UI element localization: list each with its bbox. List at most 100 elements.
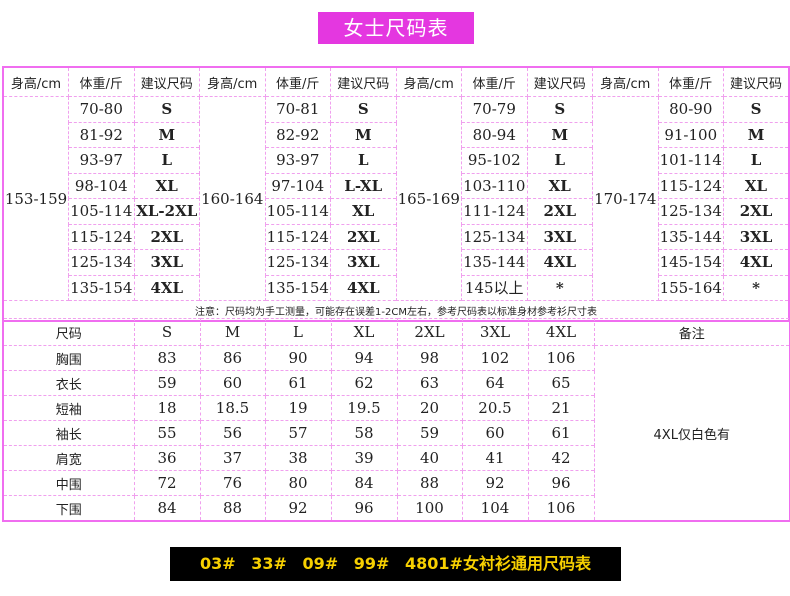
- table-row: 93-97 L 93-97 L 95-102 L 101-114 L: [3, 147, 790, 174]
- measure-label: 下围: [2, 495, 135, 522]
- weight-cell: 93-97: [68, 147, 135, 174]
- measure-value: 18.5: [199, 395, 266, 421]
- weight-cell: 80-90: [657, 96, 724, 123]
- measure-value: 92: [264, 495, 332, 522]
- table-row: 105-114 XL-2XL 105-114 XL 111-124 2XL 125-134 2…: [3, 198, 790, 225]
- table-row: 肩宽 36 37 38 39 40 41 42: [2, 445, 790, 471]
- measure-value: 80: [264, 470, 332, 496]
- column-header: 建议尺码: [330, 66, 397, 97]
- size-cell: 2XL: [330, 223, 397, 250]
- weight-cell: 111-124: [461, 198, 528, 225]
- measure-value: 104: [461, 495, 529, 522]
- size-cell: *: [526, 274, 593, 301]
- measure-value: 60: [461, 420, 529, 446]
- weight-cell: 103-110: [461, 172, 528, 199]
- weight-cell: 125-134: [461, 223, 528, 250]
- weight-cell: 70-79: [461, 96, 528, 123]
- height-cell: 160-164: [199, 96, 266, 301]
- measure-value: 86: [199, 345, 266, 371]
- measure-value: 59: [396, 420, 463, 446]
- weight-cell: 70-80: [68, 96, 135, 123]
- header-row: 尺码 S M L XL 2XL 3XL 4XL 备注: [2, 318, 790, 346]
- measure-value: 42: [527, 445, 595, 471]
- weight-cell: 135-154: [264, 274, 331, 301]
- table-row: 153-159 70-80 S 160-164 70-81 S 165-169 70-79 S 1…: [2, 96, 790, 301]
- measure-value: 20.5: [461, 395, 529, 421]
- measure-value: 21: [527, 395, 595, 421]
- column-header: L: [264, 318, 332, 346]
- column-header: XL: [330, 318, 398, 346]
- column-header: 体重/斤: [68, 66, 135, 97]
- measure-value: 96: [330, 495, 398, 522]
- size-cell: 3XL: [133, 249, 200, 276]
- weight-cell: 81-92: [68, 121, 135, 148]
- size-cell: M: [723, 121, 790, 148]
- table-row: 125-134 3XL 125-134 3XL 135-144 4XL 145-154 4XL: [3, 249, 790, 276]
- footer-banner: 03# 33# 09# 99# 4801#女衬衫通用尺码表: [170, 547, 621, 581]
- weight-cell: 105-114: [264, 198, 331, 225]
- table-row: 81-92 M 82-92 M 80-94 M 91-100 M: [3, 121, 790, 148]
- measure-value: 94: [330, 345, 398, 371]
- measure-value: 41: [461, 445, 529, 471]
- weight-cell: 115-124: [68, 223, 135, 250]
- size-cell: 3XL: [723, 223, 790, 250]
- measure-label: 肩宽: [2, 445, 135, 471]
- measure-value: 57: [264, 420, 332, 446]
- weight-cell: 70-81: [264, 96, 331, 123]
- remark-header: 备注: [593, 318, 790, 346]
- column-header: 3XL: [461, 318, 529, 346]
- height-weight-size-table: 身高/cm 体重/斤 建议尺码 身高/cm 体重/斤 建议尺码 身高/cm 体重/斤 建议尺码身…: [2, 66, 790, 322]
- height-cell: 170-174: [592, 96, 659, 301]
- table-row: 衣长 59 60 61 62 63 64 65: [2, 370, 790, 396]
- measure-value: 63: [396, 370, 463, 396]
- measure-value: 98: [396, 345, 463, 371]
- column-header: 4XL: [527, 318, 595, 346]
- measure-value: 36: [133, 445, 201, 471]
- size-cell: 3XL: [526, 223, 593, 250]
- size-cell: XL: [723, 172, 790, 199]
- measure-value: 62: [330, 370, 398, 396]
- measure-value: 76: [199, 470, 266, 496]
- size-cell: 2XL: [723, 198, 790, 225]
- measure-value: 61: [264, 370, 332, 396]
- measure-value: 18: [133, 395, 201, 421]
- size-cell: 3XL: [330, 249, 397, 276]
- measure-value: 58: [330, 420, 398, 446]
- size-cell: S: [330, 96, 397, 123]
- measure-value: 84: [330, 470, 398, 496]
- column-header: 身高/cm: [395, 66, 462, 97]
- column-header: 体重/斤: [461, 66, 528, 97]
- size-cell: 4XL: [526, 249, 593, 276]
- measure-value: 64: [461, 370, 529, 396]
- weight-cell: 135-144: [657, 223, 724, 250]
- measure-value: 100: [396, 495, 463, 522]
- weight-cell: 135-144: [461, 249, 528, 276]
- column-header: 身高/cm: [199, 66, 266, 97]
- measure-value: 60: [199, 370, 266, 396]
- measure-value: 106: [527, 495, 595, 522]
- measurement-table: 尺码 S M L XL 2XL 3XL 4XL 备注 胸围 83 86 90 94 98 102 106 4XL仅…: [2, 318, 790, 522]
- weight-cell: 95-102: [461, 147, 528, 174]
- header-row: 身高/cm 体重/斤 建议尺码 身高/cm 体重/斤 建议尺码 身高/cm 体重/斤 建议尺码身…: [2, 66, 790, 97]
- weight-cell: 125-134: [657, 198, 724, 225]
- size-cell: 2XL: [526, 198, 593, 225]
- measure-value: 19: [264, 395, 332, 421]
- table-row: 中围 72 76 80 84 88 92 96: [2, 470, 790, 496]
- measure-label: 胸围: [2, 345, 135, 371]
- weight-cell: 155-164: [657, 274, 724, 301]
- measure-label: 袖长: [2, 420, 135, 446]
- measure-value: 72: [133, 470, 201, 496]
- measure-value: 96: [527, 470, 595, 496]
- column-header: S: [133, 318, 201, 346]
- height-cell: 153-159: [2, 96, 69, 301]
- measure-value: 84: [133, 495, 201, 522]
- measure-value: 65: [527, 370, 595, 396]
- size-cell: L: [526, 147, 593, 174]
- measure-value: 61: [527, 420, 595, 446]
- size-cell: M: [526, 121, 593, 148]
- weight-cell: 80-94: [461, 121, 528, 148]
- size-cell: XL: [330, 198, 397, 225]
- measure-value: 40: [396, 445, 463, 471]
- size-cell: *: [723, 274, 790, 301]
- column-header: 建议尺码: [526, 66, 593, 97]
